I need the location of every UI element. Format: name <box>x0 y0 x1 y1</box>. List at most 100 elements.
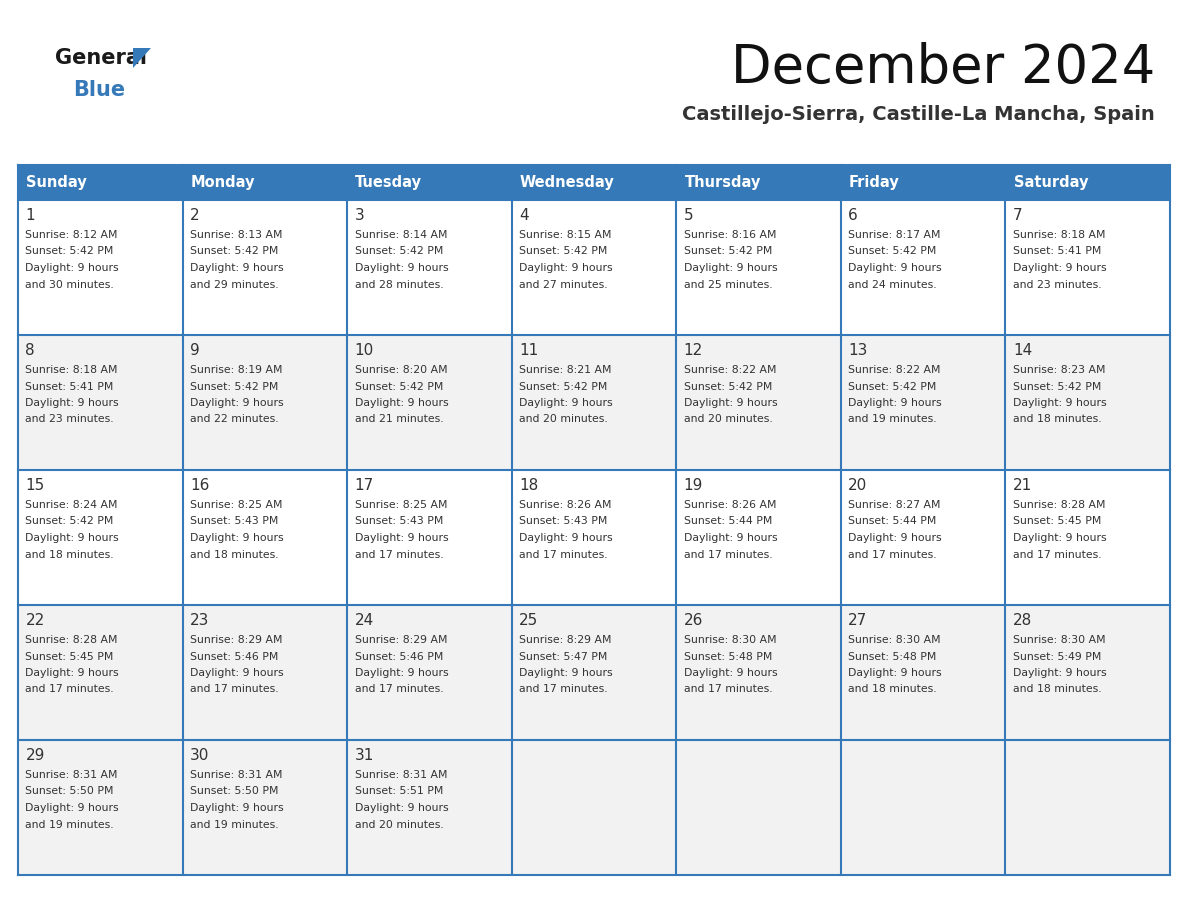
Bar <box>841 335 1005 470</box>
Bar <box>183 605 347 740</box>
Text: Sunset: 5:45 PM: Sunset: 5:45 PM <box>1013 517 1101 527</box>
Bar <box>18 470 183 605</box>
Text: and 19 minutes.: and 19 minutes. <box>25 820 114 830</box>
Text: Sunrise: 8:17 AM: Sunrise: 8:17 AM <box>848 230 941 240</box>
Text: Daylight: 9 hours: Daylight: 9 hours <box>1013 263 1106 273</box>
Text: and 24 minutes.: and 24 minutes. <box>848 279 937 289</box>
Bar <box>676 740 841 875</box>
Text: Daylight: 9 hours: Daylight: 9 hours <box>848 668 942 678</box>
Bar <box>183 335 347 470</box>
Bar <box>841 740 1005 875</box>
Text: Daylight: 9 hours: Daylight: 9 hours <box>25 398 119 408</box>
Text: and 20 minutes.: and 20 minutes. <box>354 820 443 830</box>
Text: Blue: Blue <box>72 80 125 100</box>
Text: and 30 minutes.: and 30 minutes. <box>25 279 114 289</box>
Text: Daylight: 9 hours: Daylight: 9 hours <box>190 263 284 273</box>
Text: 8: 8 <box>25 343 34 358</box>
Text: Sunset: 5:50 PM: Sunset: 5:50 PM <box>25 787 114 797</box>
Bar <box>1005 470 1170 605</box>
Text: Sunset: 5:42 PM: Sunset: 5:42 PM <box>519 247 607 256</box>
Text: Sunrise: 8:29 AM: Sunrise: 8:29 AM <box>190 635 283 645</box>
Text: Sunset: 5:44 PM: Sunset: 5:44 PM <box>848 517 936 527</box>
Text: Sunrise: 8:30 AM: Sunrise: 8:30 AM <box>1013 635 1106 645</box>
Text: Sunrise: 8:29 AM: Sunrise: 8:29 AM <box>519 635 612 645</box>
Text: Sunset: 5:43 PM: Sunset: 5:43 PM <box>190 517 278 527</box>
Text: Sunset: 5:41 PM: Sunset: 5:41 PM <box>25 382 114 391</box>
Bar <box>347 165 512 200</box>
Text: Saturday: Saturday <box>1013 175 1088 190</box>
Text: and 27 minutes.: and 27 minutes. <box>519 279 608 289</box>
Text: 4: 4 <box>519 208 529 223</box>
Text: Sunrise: 8:12 AM: Sunrise: 8:12 AM <box>25 230 118 240</box>
Bar <box>347 200 512 335</box>
Text: Daylight: 9 hours: Daylight: 9 hours <box>519 263 613 273</box>
Text: 5: 5 <box>683 208 694 223</box>
Text: Sunset: 5:41 PM: Sunset: 5:41 PM <box>1013 247 1101 256</box>
Text: Sunrise: 8:31 AM: Sunrise: 8:31 AM <box>190 770 283 780</box>
Text: Sunrise: 8:15 AM: Sunrise: 8:15 AM <box>519 230 612 240</box>
Text: 22: 22 <box>25 613 45 628</box>
Bar <box>183 470 347 605</box>
Text: Sunset: 5:45 PM: Sunset: 5:45 PM <box>25 652 114 662</box>
Text: Sunset: 5:42 PM: Sunset: 5:42 PM <box>683 247 772 256</box>
Text: Sunset: 5:42 PM: Sunset: 5:42 PM <box>190 247 278 256</box>
Text: Sunrise: 8:14 AM: Sunrise: 8:14 AM <box>354 230 447 240</box>
Bar <box>347 470 512 605</box>
Text: Sunrise: 8:26 AM: Sunrise: 8:26 AM <box>519 500 612 510</box>
Text: Daylight: 9 hours: Daylight: 9 hours <box>25 533 119 543</box>
Text: Daylight: 9 hours: Daylight: 9 hours <box>519 668 613 678</box>
Bar <box>676 470 841 605</box>
Text: Daylight: 9 hours: Daylight: 9 hours <box>848 398 942 408</box>
Bar <box>18 165 183 200</box>
Text: Sunrise: 8:22 AM: Sunrise: 8:22 AM <box>683 365 776 375</box>
Text: Sunset: 5:49 PM: Sunset: 5:49 PM <box>1013 652 1101 662</box>
Text: Thursday: Thursday <box>684 175 760 190</box>
Text: Daylight: 9 hours: Daylight: 9 hours <box>519 398 613 408</box>
Text: Sunset: 5:51 PM: Sunset: 5:51 PM <box>354 787 443 797</box>
Text: Sunrise: 8:27 AM: Sunrise: 8:27 AM <box>848 500 941 510</box>
Text: 7: 7 <box>1013 208 1023 223</box>
Bar <box>347 605 512 740</box>
Text: and 17 minutes.: and 17 minutes. <box>683 685 772 695</box>
Text: Daylight: 9 hours: Daylight: 9 hours <box>354 263 448 273</box>
Text: Castillejo-Sierra, Castille-La Mancha, Spain: Castillejo-Sierra, Castille-La Mancha, S… <box>682 106 1155 125</box>
Text: and 18 minutes.: and 18 minutes. <box>1013 685 1101 695</box>
Text: Sunset: 5:46 PM: Sunset: 5:46 PM <box>354 652 443 662</box>
Text: Sunset: 5:50 PM: Sunset: 5:50 PM <box>190 787 278 797</box>
Text: 2: 2 <box>190 208 200 223</box>
Text: Daylight: 9 hours: Daylight: 9 hours <box>354 533 448 543</box>
Text: Daylight: 9 hours: Daylight: 9 hours <box>25 803 119 813</box>
Text: and 22 minutes.: and 22 minutes. <box>190 415 279 424</box>
Text: Sunrise: 8:28 AM: Sunrise: 8:28 AM <box>1013 500 1105 510</box>
Text: Sunset: 5:42 PM: Sunset: 5:42 PM <box>190 382 278 391</box>
Text: and 21 minutes.: and 21 minutes. <box>354 415 443 424</box>
Text: Sunrise: 8:23 AM: Sunrise: 8:23 AM <box>1013 365 1105 375</box>
Text: Sunrise: 8:26 AM: Sunrise: 8:26 AM <box>683 500 776 510</box>
Text: and 29 minutes.: and 29 minutes. <box>190 279 279 289</box>
Bar <box>1005 605 1170 740</box>
Text: Monday: Monday <box>191 175 255 190</box>
Text: and 25 minutes.: and 25 minutes. <box>683 279 772 289</box>
Text: General: General <box>55 48 147 68</box>
Text: and 17 minutes.: and 17 minutes. <box>1013 550 1101 559</box>
Text: 28: 28 <box>1013 613 1032 628</box>
Text: Sunrise: 8:18 AM: Sunrise: 8:18 AM <box>25 365 118 375</box>
Text: Sunset: 5:42 PM: Sunset: 5:42 PM <box>848 382 936 391</box>
Text: Sunrise: 8:16 AM: Sunrise: 8:16 AM <box>683 230 776 240</box>
Text: 10: 10 <box>354 343 374 358</box>
Text: Sunrise: 8:29 AM: Sunrise: 8:29 AM <box>354 635 447 645</box>
Text: 19: 19 <box>683 478 703 493</box>
Text: 30: 30 <box>190 748 209 763</box>
Text: Sunday: Sunday <box>26 175 87 190</box>
Text: 16: 16 <box>190 478 209 493</box>
Text: Daylight: 9 hours: Daylight: 9 hours <box>1013 668 1106 678</box>
Text: Sunrise: 8:18 AM: Sunrise: 8:18 AM <box>1013 230 1105 240</box>
Bar <box>512 335 676 470</box>
Polygon shape <box>133 48 151 68</box>
Bar <box>512 470 676 605</box>
Bar <box>512 200 676 335</box>
Text: 1: 1 <box>25 208 34 223</box>
Text: Daylight: 9 hours: Daylight: 9 hours <box>190 668 284 678</box>
Text: Daylight: 9 hours: Daylight: 9 hours <box>683 668 777 678</box>
Text: and 17 minutes.: and 17 minutes. <box>519 550 608 559</box>
